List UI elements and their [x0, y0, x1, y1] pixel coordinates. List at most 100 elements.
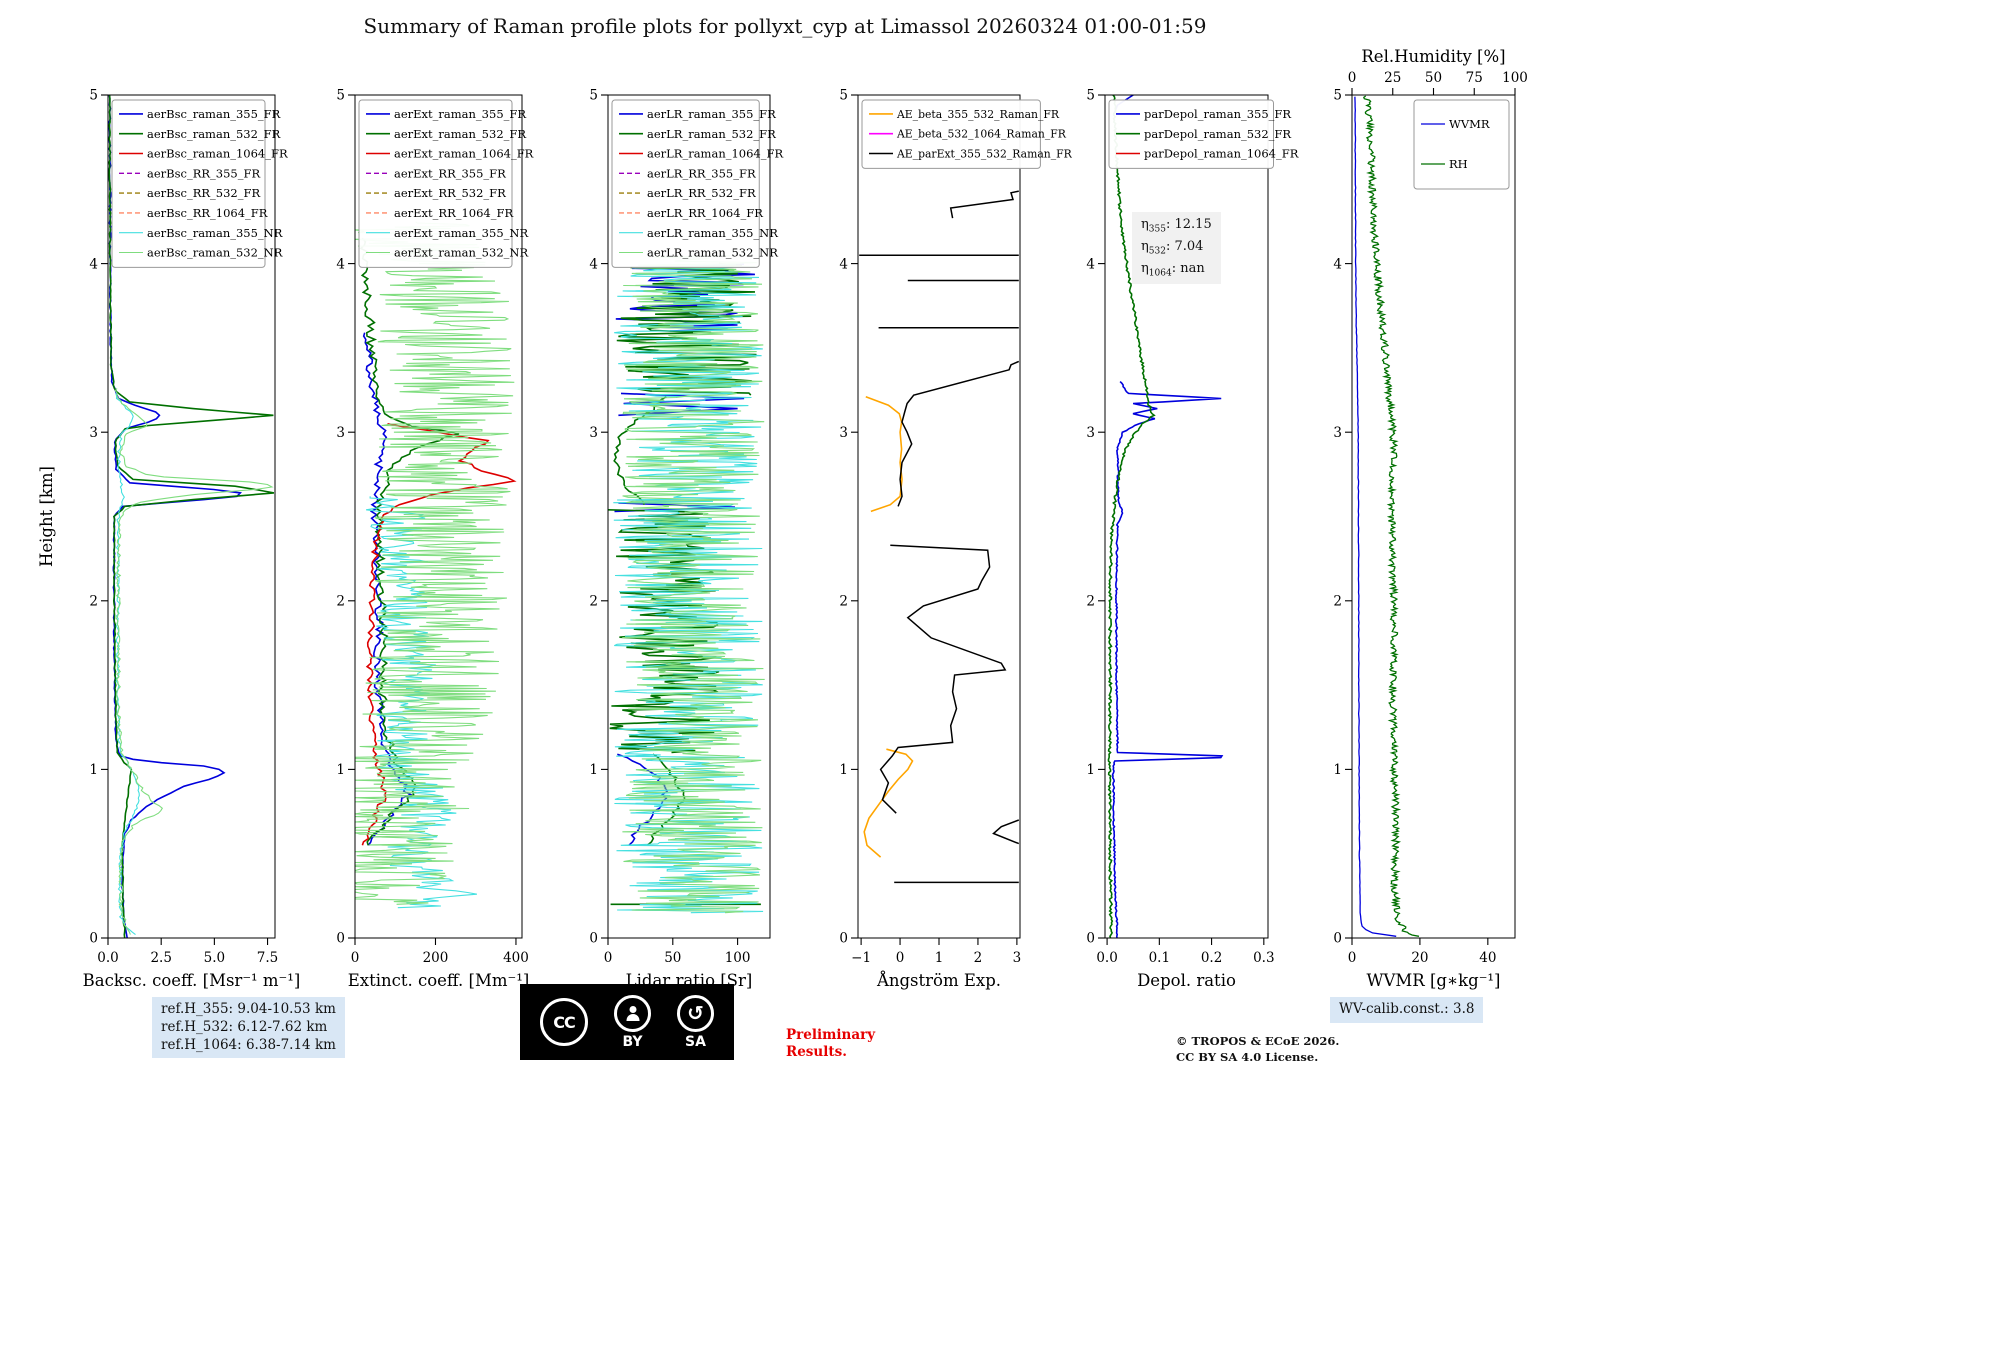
- panel-backscatter: 0.0 2.5 5.0 7.5 0 1 2 3 4 5 Backsc. coeff. [Msr⁻¹ …: [37, 88, 300, 990]
- y-tick-label: 4: [89, 256, 98, 272]
- panel-series-angstrom: [859, 190, 1020, 884]
- legend: aerExt_raman_355_FR aerExt_raman_532_FRae…: [358, 99, 534, 268]
- y-tick-label: 4: [589, 256, 598, 272]
- legend-label-RH: RH: [1449, 157, 1468, 171]
- y-tick-label: 4: [839, 256, 848, 272]
- axes-frame: [1104, 94, 1269, 939]
- series-aerBsc_raman_532_FR: [108, 95, 275, 938]
- series-WVMR: [1354, 96, 1397, 937]
- legend: AE_beta_355_532_Raman_FR AE_beta_532_1064…: [861, 99, 1073, 169]
- series-RH: [1363, 95, 1420, 937]
- series-aerLR_raman_532_FR: [616, 262, 757, 396]
- y-tick-label: 3: [589, 425, 598, 441]
- y-tick-label: 1: [839, 762, 848, 778]
- legend-label-aerExt_RR_355_FR: aerExt_RR_355_FR: [394, 166, 506, 180]
- y-tick-label: 0: [336, 931, 345, 947]
- legend-label-AE_parExt_355_532_Raman_FR: AE_parExt_355_532_Raman_FR: [896, 147, 1073, 160]
- y-tick-label: 2: [1086, 594, 1095, 610]
- y-tick-label: 4: [1333, 256, 1342, 272]
- y-tick-label: 0: [839, 931, 848, 947]
- y-tick-label: 2: [89, 594, 98, 610]
- y-tick-label: 4: [1086, 256, 1095, 272]
- figure-title: Summary of Raman profile plots for polly…: [363, 14, 1207, 38]
- x-tick-label: 40: [1479, 950, 1496, 966]
- panel-series-backscatter: [108, 95, 275, 938]
- y-tick-label: 1: [1333, 762, 1342, 778]
- axes-frame: [857, 94, 1021, 939]
- y-tick-label: 3: [336, 425, 345, 441]
- y-tick-label: 3: [1086, 425, 1095, 441]
- series-AE_parExt_355_532_Raman_FR: [897, 360, 1020, 507]
- preliminary-note: Preliminary Results.: [786, 1027, 875, 1061]
- y-tick-label: 2: [589, 594, 598, 610]
- y-tick-label: 0: [589, 931, 598, 947]
- x-tick-label: 0.2: [1201, 950, 1222, 966]
- series-AE_parExt_355_532_Raman_FR: [992, 819, 1020, 845]
- legend-label-aerLR_RR_355_FR: aerLR_RR_355_FR: [647, 166, 756, 180]
- x-tick-label: 7.5: [257, 950, 278, 966]
- y-tick-label: 0: [1333, 931, 1342, 947]
- y-tick-label: 1: [1086, 762, 1095, 778]
- top-tick-label: 0: [1348, 70, 1357, 86]
- legend-label-AE_beta_532_1064_Raman_FR: AE_beta_532_1064_Raman_FR: [896, 128, 1067, 141]
- y-axis-label: Height [km]: [37, 466, 56, 567]
- ref-h-1064: ref.H_1064: 6.38-7.14 km: [161, 1036, 336, 1053]
- wv-calib-text: WV-calib.const.: 3.8: [1339, 1001, 1475, 1017]
- legend: aerBsc_raman_355_FR aerBsc_raman_532_FRae…: [111, 99, 288, 268]
- legend-label-aerBsc_raman_1064_FR: aerBsc_raman_1064_FR: [147, 147, 288, 161]
- panel-wvmr: 0 20 40 0 1 2 3 4 5 WVMR [g∗kg⁻¹] 0 25 50 75 100 Rel.Hu…: [1333, 47, 1527, 990]
- y-tick-label: 1: [589, 762, 598, 778]
- legend-label-aerBsc_RR_355_FR: aerBsc_RR_355_FR: [147, 166, 260, 180]
- series-aerExt_raman_355_FR: [362, 332, 413, 846]
- legend-label-WVMR: WVMR: [1449, 117, 1490, 131]
- series-aerExt_raman_532_NR: [355, 221, 515, 905]
- legend-label-aerBsc_RR_532_FR: aerBsc_RR_532_FR: [147, 186, 260, 200]
- x-tick-label: 100: [725, 950, 751, 966]
- series-AE_parExt_355_532_Raman_FR: [949, 190, 1019, 219]
- legend-box: [111, 99, 266, 268]
- legend: WVMR RH: [1413, 99, 1510, 190]
- copyright-note: © TROPOS & ECoE 2026. CC BY SA 4.0 Licen…: [1176, 1033, 1339, 1065]
- legend-box: [861, 99, 1041, 169]
- legend-label-aerLR_RR_1064_FR: aerLR_RR_1064_FR: [647, 206, 763, 220]
- x-tick-label: 0: [896, 950, 905, 966]
- x-axis-label: Backsc. coeff. [Msr⁻¹ m⁻¹]: [83, 971, 301, 990]
- x-tick-label: 0: [1348, 950, 1357, 966]
- y-tick-label: 2: [839, 594, 848, 610]
- x-axis-label: Extinct. coeff. [Mm⁻¹]: [348, 971, 530, 990]
- legend-label-aerExt_RR_1064_FR: aerExt_RR_1064_FR: [394, 206, 513, 220]
- legend-label-parDepol_raman_532_FR: parDepol_raman_532_FR: [1144, 127, 1291, 141]
- x-tick-label: 5.0: [204, 950, 225, 966]
- legend: parDepol_raman_355_FR parDepol_raman_532_…: [1108, 99, 1299, 169]
- x-tick-label: 2: [974, 950, 983, 966]
- y-tick-label: 0: [1086, 931, 1095, 947]
- cc-sa-block: ↺ SA: [677, 994, 714, 1050]
- legend-label-parDepol_raman_1064_FR: parDepol_raman_1064_FR: [1144, 147, 1299, 161]
- x-tick-label: 1: [935, 950, 944, 966]
- y-tick-label: 5: [1086, 88, 1095, 104]
- cc-by-block: BY: [614, 994, 651, 1050]
- y-tick-label: 2: [336, 594, 345, 610]
- panel-series-extinction: [355, 221, 517, 909]
- wv-calib-box: WV-calib.const.: 3.8: [1330, 997, 1484, 1023]
- x-tick-label: 0: [351, 950, 360, 966]
- panel-depol: 0.0 0.1 0.2 0.3 0 1 2 3 4 5 Depol. ratio parDepol_r…: [1086, 88, 1298, 990]
- legend-label-aerExt_raman_532_FR: aerExt_raman_532_FR: [394, 127, 526, 141]
- top-tick-label: 100: [1502, 70, 1528, 86]
- y-tick-label: 1: [336, 762, 345, 778]
- legend-label-aerExt_raman_532_NR: aerExt_raman_532_NR: [394, 246, 528, 260]
- legend-label-aerLR_raman_532_NR: aerLR_raman_532_NR: [647, 246, 778, 260]
- legend-label-aerExt_raman_355_FR: aerExt_raman_355_FR: [394, 107, 526, 121]
- share-alike-arrow-icon: ↺: [687, 1001, 704, 1025]
- legend-label-AE_beta_355_532_Raman_FR: AE_beta_355_532_Raman_FR: [896, 108, 1060, 121]
- legend-box: [611, 99, 760, 268]
- x-tick-label: 0.3: [1253, 950, 1274, 966]
- series-aerExt_raman_355_NR: [366, 496, 477, 909]
- x-axis-label: WVMR [g∗kg⁻¹]: [1367, 971, 1501, 990]
- x-tick-label: 0.0: [97, 950, 118, 966]
- legend-label-parDepol_raman_355_FR: parDepol_raman_355_FR: [1144, 107, 1291, 121]
- copyright-line-1: © TROPOS & ECoE 2026.: [1176, 1034, 1340, 1048]
- top-tick-label: 75: [1466, 70, 1483, 86]
- legend-box: [1413, 99, 1510, 190]
